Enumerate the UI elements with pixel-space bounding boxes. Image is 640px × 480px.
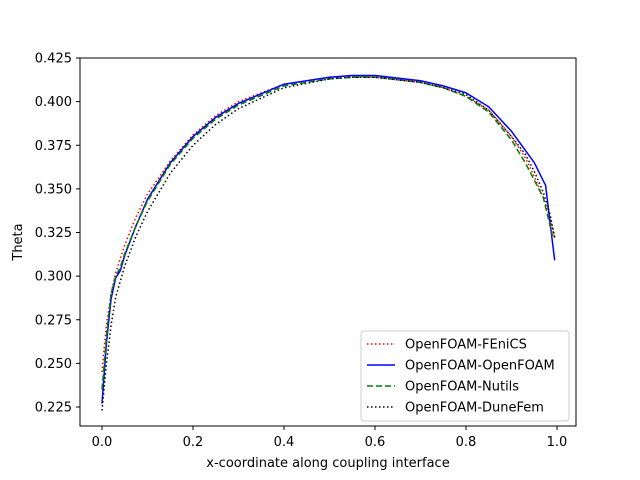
series-line-2 [101,76,554,390]
legend: OpenFOAM-FEniCS OpenFOAM-OpenFOAM OpenFOAM… [360,330,570,422]
legend-label: OpenFOAM-OpenFOAM [405,359,555,374]
x-axis: 0.0 0.2 0.4 0.6 0.8 1.0 [92,426,568,450]
y-tick-label: 0.300 [35,270,72,285]
y-tick-label: 0.250 [35,357,72,372]
legend-box [360,330,570,422]
legend-label: OpenFOAM-DuneFem [405,401,544,416]
x-tick-label: 0.2 [183,435,204,450]
legend-items: OpenFOAM-FEniCS OpenFOAM-OpenFOAM OpenFOAM… [367,338,555,416]
y-tick-label: 0.350 [35,182,72,197]
series-layer [101,74,556,411]
legend-label: OpenFOAM-Nutils [405,380,519,395]
x-tick-label: 0.6 [365,435,386,450]
y-tick-label: 0.425 [35,52,72,67]
x-tick-label: 0.4 [274,435,295,450]
legend-label: OpenFOAM-FEniCS [405,338,527,353]
series-line-1 [101,74,556,404]
y-tick-label: 0.375 [35,139,72,154]
y-tick-label: 0.275 [35,313,72,328]
x-tick-label: 0.0 [92,435,113,450]
y-tick-label: 0.325 [35,226,72,241]
x-tick-label: 1.0 [547,435,568,450]
series-line-3 [101,76,556,411]
x-axis-label: x-coordinate along coupling interface [206,456,449,471]
y-tick-label: 0.225 [35,401,72,416]
y-axis: 0.225 0.250 0.275 0.300 0.325 0.350 0.375 0.400… [35,52,80,416]
x-tick-label: 0.8 [456,435,477,450]
plot-frame [79,57,577,427]
y-axis-label: Theta [11,223,26,261]
y-tick-label: 0.400 [35,95,72,110]
